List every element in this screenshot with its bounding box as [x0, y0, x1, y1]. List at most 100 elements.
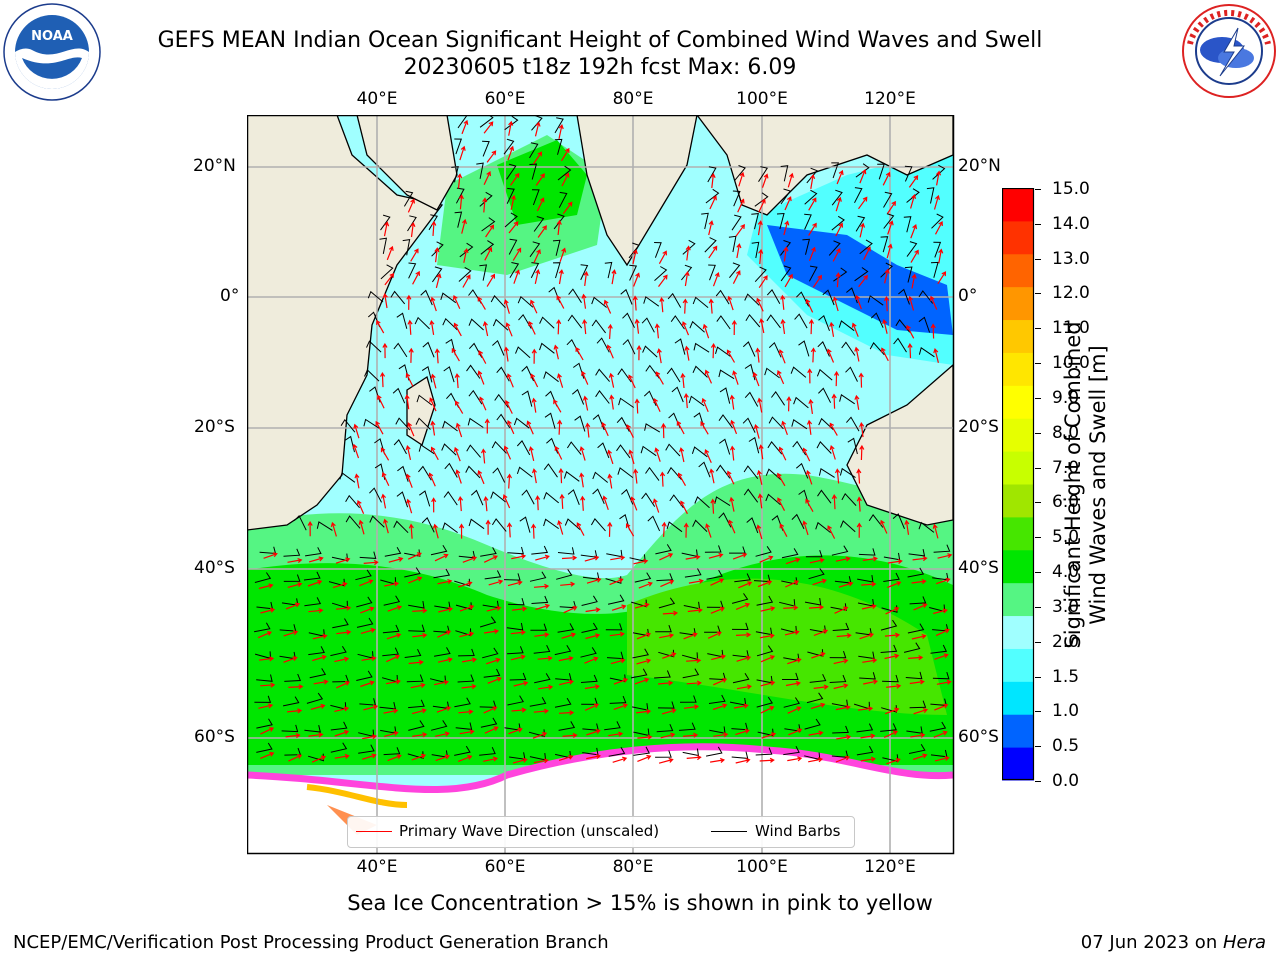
wave-arrow — [681, 321, 690, 336]
wave-arrow — [858, 372, 864, 388]
wind-barb — [751, 213, 759, 230]
wave-arrow — [937, 271, 947, 285]
wind-barb — [421, 517, 435, 533]
wave-arrow — [482, 321, 489, 337]
wind-barb — [654, 242, 662, 258]
wave-arrow — [786, 396, 792, 412]
colorbar-tick-mark — [1035, 641, 1041, 643]
wind-barb — [458, 266, 472, 282]
wave-arrow — [288, 684, 304, 690]
wind-barb — [418, 465, 432, 481]
wind-barb — [933, 544, 951, 553]
wind-barb — [634, 572, 652, 583]
wave-arrow — [685, 554, 701, 560]
wind-barb — [595, 368, 610, 382]
wave-arrow — [907, 342, 913, 359]
wind-barb — [457, 674, 475, 683]
wave-arrow — [430, 296, 437, 312]
wave-arrow — [856, 522, 862, 538]
colorbar-tick-mark — [1035, 537, 1041, 539]
wave-arrow — [610, 555, 626, 561]
wind-barb — [457, 115, 468, 129]
wind-barb — [382, 647, 399, 657]
wave-arrow — [437, 657, 453, 663]
wave-arrow — [682, 298, 688, 314]
wave-arrow — [513, 269, 520, 284]
wave-arrow — [777, 497, 786, 511]
wind-barb — [804, 189, 818, 205]
wave-arrow — [683, 704, 700, 710]
wave-arrow — [702, 323, 710, 339]
colorbar-tick-label: 0.5 — [1052, 736, 1080, 757]
wave-arrow — [486, 150, 497, 163]
wind-barb — [606, 651, 624, 660]
wave-arrow — [658, 680, 674, 686]
wind-barb — [622, 338, 636, 355]
wind-barb — [416, 394, 433, 406]
colorbar-tick-mark — [1035, 606, 1041, 608]
wave-arrow — [656, 348, 662, 364]
wave-arrow — [887, 220, 894, 235]
wave-arrow — [835, 755, 850, 763]
wave-arrow — [732, 552, 748, 560]
wind-barb — [592, 488, 605, 505]
wind-barb — [758, 166, 769, 182]
wave-arrow — [859, 422, 865, 438]
wave-arrow — [308, 556, 324, 563]
wave-arrow — [836, 633, 852, 639]
wind-barb — [571, 388, 585, 405]
sea-ice-caption: Sea Ice Concentration > 15% is shown in … — [347, 891, 933, 915]
wind-barb — [907, 567, 925, 578]
wind-barb — [492, 467, 506, 483]
colorbar-label-line2: Wind Waves and Swell [m] — [1086, 345, 1110, 625]
wave-arrow — [630, 496, 638, 511]
wave-arrow — [759, 633, 775, 639]
wind-barb — [491, 518, 507, 532]
wind-barb — [846, 416, 860, 432]
wind-barb — [554, 697, 572, 708]
wave-arrow — [832, 296, 839, 312]
colorbar-tick-mark — [1035, 711, 1041, 713]
wave-arrow — [859, 222, 866, 238]
wave-arrow — [805, 298, 814, 313]
wind-barb — [454, 745, 471, 756]
wave-arrow — [308, 608, 324, 614]
wave-arrow — [533, 708, 549, 714]
colorbar-tick-mark — [1035, 293, 1041, 295]
wind-barb — [533, 644, 551, 654]
wind-barb — [616, 444, 631, 459]
wind-barb — [858, 548, 876, 556]
wave-arrow — [713, 678, 728, 686]
wave-arrow — [933, 608, 948, 615]
colorbar-swatch — [1002, 188, 1034, 222]
wave-arrow — [381, 471, 390, 486]
colorbar-tick-label: 5.0 — [1052, 527, 1080, 548]
wave-arrow — [458, 194, 464, 210]
wave-arrow — [308, 732, 324, 738]
wave-arrow — [534, 269, 541, 285]
wave-arrow — [882, 318, 888, 334]
wave-arrow — [660, 732, 676, 739]
wave-arrow — [883, 730, 899, 738]
wind-barb — [859, 239, 873, 255]
wind-barb — [451, 166, 459, 183]
wind-barb — [443, 366, 455, 383]
wave-arrow — [884, 653, 900, 660]
wave-arrow — [535, 173, 545, 186]
wave-arrow — [726, 470, 735, 485]
wind-barb — [732, 673, 750, 684]
wind-barb — [780, 265, 792, 282]
wind-barb — [293, 514, 307, 531]
wave-arrow — [559, 247, 567, 262]
wind-barb — [309, 668, 327, 679]
wind-barb — [883, 191, 893, 208]
wind-barb — [658, 597, 676, 609]
wave-arrow — [735, 223, 745, 237]
wind-barb — [454, 138, 463, 155]
wave-arrow — [835, 222, 843, 237]
wave-arrow — [806, 419, 813, 435]
wave-arrow — [387, 605, 403, 612]
wind-barb — [356, 617, 374, 628]
colorbar-swatch — [1002, 418, 1034, 452]
wave-arrow — [533, 151, 543, 165]
